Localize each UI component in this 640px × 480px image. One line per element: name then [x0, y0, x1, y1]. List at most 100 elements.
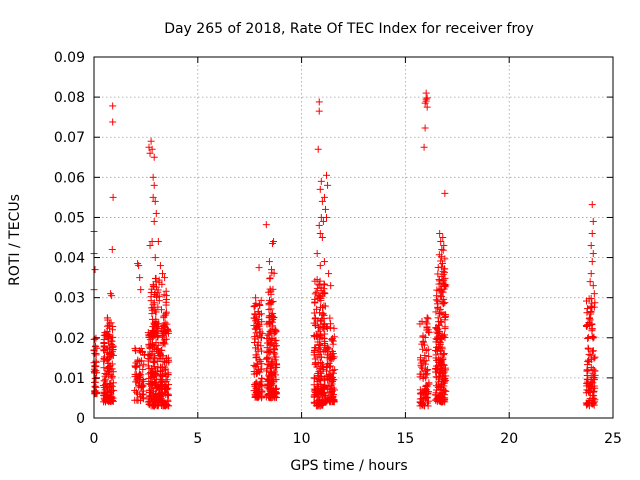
data-point [99, 346, 107, 354]
data-point [146, 340, 154, 348]
data-point [315, 327, 323, 335]
data-point [136, 274, 144, 282]
data-point [435, 393, 443, 401]
data-point [251, 382, 259, 390]
data-point [439, 260, 447, 268]
data-point [266, 328, 274, 336]
data-point [310, 309, 318, 317]
x-tick-label: 0 [90, 431, 99, 447]
data-point [589, 250, 597, 258]
data-point [154, 363, 162, 371]
data-point [324, 360, 332, 368]
data-point [587, 308, 595, 316]
data-point [91, 374, 99, 382]
data-point [583, 367, 591, 375]
data-point [146, 149, 154, 157]
data-point [107, 319, 115, 327]
data-point [315, 341, 323, 349]
data-point [154, 341, 162, 349]
data-point [257, 365, 265, 373]
data-point [425, 380, 433, 388]
data-point [270, 313, 278, 321]
data-point [440, 350, 448, 358]
data-point [416, 320, 424, 328]
data-point [316, 229, 324, 237]
data-point [319, 217, 327, 225]
y-tick-label: 0.06 [54, 170, 85, 186]
data-point [131, 396, 139, 404]
data-point [315, 221, 323, 229]
data-point [584, 357, 592, 365]
data-point [313, 305, 321, 313]
data-point [149, 173, 157, 181]
data-point [148, 145, 156, 153]
y-axis-label: ROTI / TECUs [7, 194, 23, 286]
data-point [322, 392, 330, 400]
data-point [439, 246, 447, 254]
data-point [313, 383, 321, 391]
data-point [584, 366, 592, 374]
data-point [423, 367, 431, 375]
data-point [154, 286, 162, 294]
data-point [109, 342, 117, 350]
data-point [149, 303, 157, 311]
data-point [140, 360, 148, 368]
data-point [263, 365, 271, 373]
data-point [109, 379, 117, 387]
data-point [109, 118, 117, 126]
data-point [268, 363, 276, 371]
data-point [585, 383, 593, 391]
data-point [320, 302, 328, 310]
data-point [108, 337, 116, 345]
data-point [416, 398, 424, 406]
data-point [432, 351, 440, 359]
data-point [91, 383, 99, 391]
data-point [147, 289, 155, 297]
data-point [586, 321, 594, 329]
data-point [441, 314, 449, 322]
data-point [437, 238, 445, 246]
data-point [320, 391, 328, 399]
data-point [252, 344, 260, 352]
data-point [101, 377, 109, 385]
data-point [137, 383, 145, 391]
data-point [330, 324, 338, 332]
data-point [156, 384, 164, 392]
data-point [320, 193, 328, 201]
data-point [100, 388, 108, 396]
data-point [316, 262, 324, 270]
data-point [313, 276, 321, 284]
data-point [161, 311, 169, 319]
data-point [588, 299, 596, 307]
data-point [586, 278, 594, 286]
data-point [589, 369, 597, 377]
data-point [439, 300, 447, 308]
data-point [267, 266, 275, 274]
data-point [164, 327, 172, 335]
data-point [148, 327, 156, 335]
data-point [133, 362, 141, 370]
data-point [266, 275, 274, 283]
x-axis-label: GPS time / hours [290, 458, 407, 474]
data-point [148, 310, 156, 318]
data-point [424, 388, 432, 396]
data-point [416, 373, 424, 381]
data-point [432, 368, 440, 376]
data-point [315, 107, 323, 115]
data-point [587, 242, 595, 250]
data-point [139, 365, 147, 373]
data-point [162, 308, 170, 316]
data-point [328, 336, 336, 344]
data-point [145, 395, 153, 403]
data-point [109, 333, 117, 341]
data-point [250, 314, 258, 322]
data-point [316, 185, 324, 193]
data-point [159, 270, 167, 278]
data-point [272, 371, 280, 379]
data-point [163, 376, 171, 384]
data-point [161, 274, 169, 282]
data-point [105, 366, 113, 374]
data-point [325, 345, 333, 353]
data-point [318, 197, 326, 205]
data-point [317, 177, 325, 185]
